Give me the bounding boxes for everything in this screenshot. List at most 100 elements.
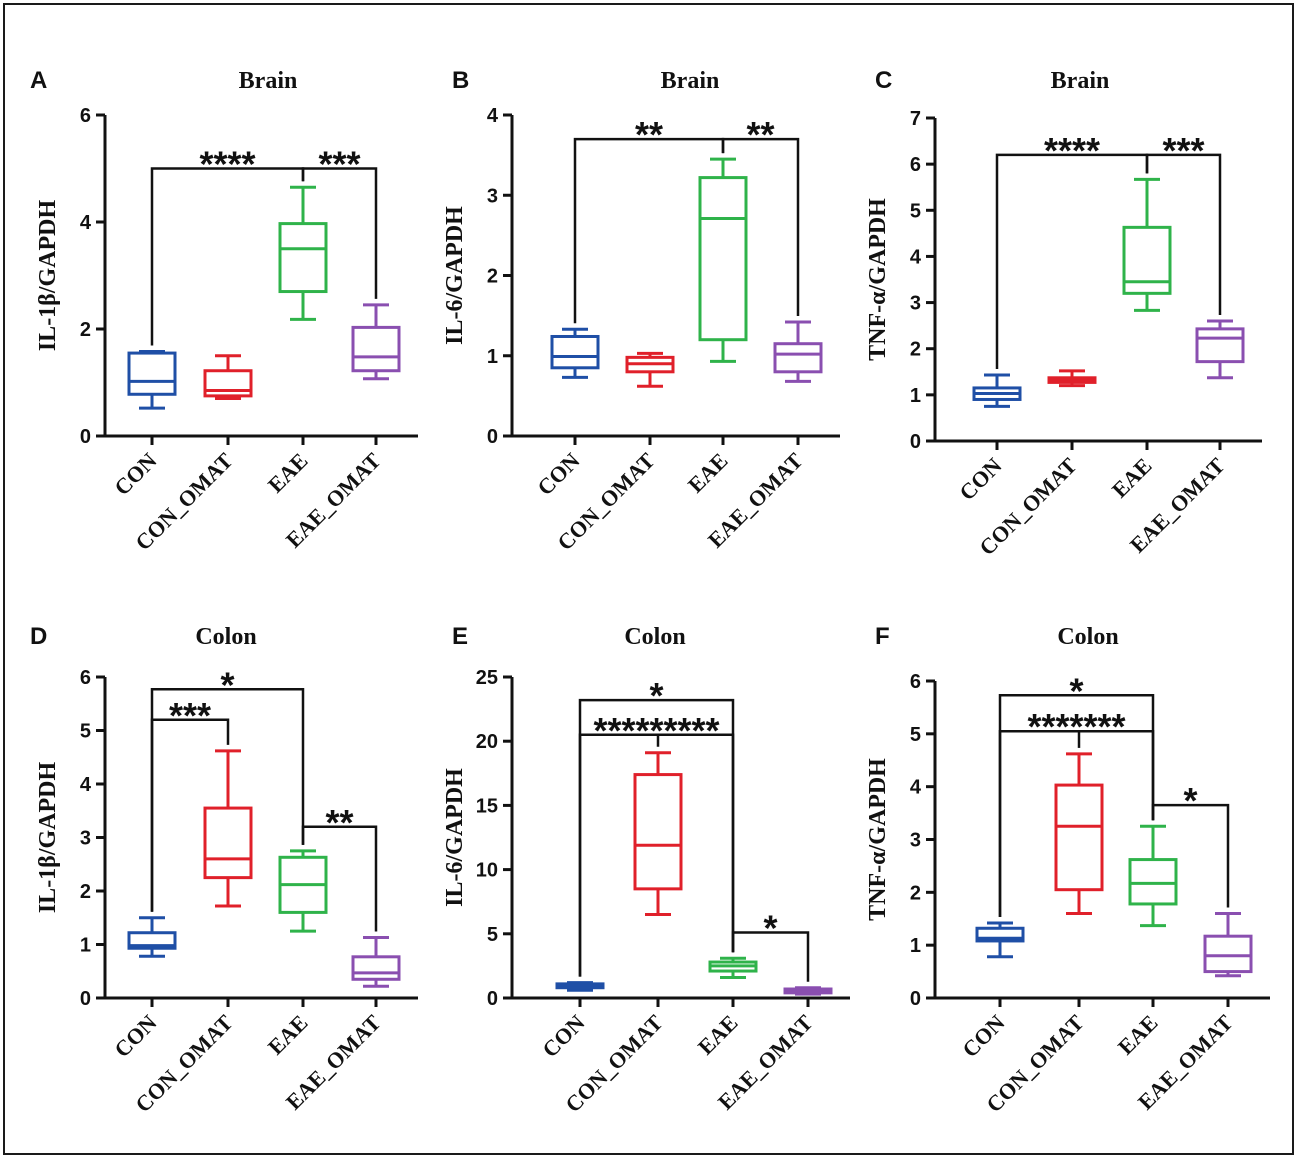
- box-CON: [972, 373, 1022, 408]
- bracket-line: [578, 733, 735, 977]
- y-tick-label: 3: [80, 828, 91, 850]
- bracket-line: [998, 729, 1155, 917]
- x-tick-label: EAE: [693, 1010, 743, 1060]
- y-tick-label: 0: [487, 988, 498, 1010]
- box-CON: [127, 916, 177, 958]
- box-iqr: [203, 369, 253, 398]
- y-tick-label: 2: [910, 339, 921, 361]
- figure-frame: [3, 3, 1294, 1155]
- y-tick-label: 4: [80, 212, 92, 234]
- chart-title: Colon: [195, 624, 256, 650]
- box-EAE_OMAT: [1203, 911, 1253, 978]
- box-CON_OMAT: [203, 354, 253, 401]
- x-tick-label: CON: [532, 448, 584, 500]
- y-tick-label: 4: [910, 777, 922, 799]
- box-CON_OMAT: [1054, 752, 1104, 915]
- y-tick-label: 1: [80, 935, 91, 957]
- y-tick-label: 20: [476, 731, 498, 753]
- significance-bracket: ***: [301, 144, 378, 299]
- chart-title: Colon: [1057, 624, 1118, 650]
- significance-stars: *: [763, 908, 777, 949]
- y-tick-label: 25: [476, 667, 498, 689]
- box-CON_OMAT: [1047, 369, 1097, 388]
- box-iqr: [127, 351, 177, 396]
- box-CON: [975, 921, 1025, 959]
- box-EAE_OMAT: [351, 303, 401, 381]
- box-EAE_OMAT: [773, 320, 823, 383]
- y-tick-label: 1: [487, 346, 498, 368]
- chart-title: Brain: [661, 68, 720, 94]
- box-iqr: [351, 955, 401, 981]
- bracket-line: [301, 825, 378, 932]
- y-tick-label: 4: [487, 105, 499, 127]
- y-tick-label: 0: [910, 431, 921, 453]
- box-CON_OMAT: [203, 749, 253, 908]
- y-tick-label: 5: [910, 724, 921, 746]
- y-tick-label: 2: [80, 319, 91, 341]
- box-iqr: [1054, 783, 1104, 892]
- box-EAE: [708, 956, 758, 979]
- box-iqr: [633, 773, 683, 891]
- box-iqr: [1128, 858, 1178, 906]
- x-tick-label: EAE: [1107, 453, 1157, 503]
- chart-title: Colon: [624, 624, 685, 650]
- significance-stars: ***: [1162, 130, 1204, 171]
- chart-title: Brain: [239, 68, 298, 94]
- bracket-line: [1145, 153, 1222, 316]
- x-tick-label: CON: [954, 453, 1006, 505]
- x-tick-label: CON: [537, 1010, 589, 1062]
- bracket-line: [301, 167, 378, 299]
- significance-bracket: **: [301, 802, 378, 932]
- significance-bracket: *: [1151, 780, 1230, 908]
- significance-stars: *******: [1027, 706, 1125, 747]
- significance-stars: ***: [169, 695, 211, 736]
- y-tick-label: 4: [80, 774, 92, 796]
- box-iqr: [773, 342, 823, 374]
- significance-bracket: **: [721, 114, 800, 317]
- y-tick-label: 4: [910, 246, 922, 268]
- y-tick-label: 5: [80, 721, 91, 743]
- y-tick-label: 5: [487, 924, 498, 946]
- bracket-line: [150, 718, 230, 912]
- bracket-line: [731, 931, 810, 982]
- box-iqr: [351, 325, 401, 373]
- y-tick-label: 0: [80, 426, 91, 448]
- x-tick-label: CON: [109, 1010, 161, 1062]
- significance-stars: *: [1183, 780, 1197, 821]
- y-tick-label: 6: [910, 154, 921, 176]
- box-iqr: [550, 334, 600, 370]
- y-tick-label: 6: [910, 671, 921, 693]
- y-axis-label: IL-6/GAPDH: [442, 768, 468, 907]
- significance-bracket: *: [731, 908, 810, 982]
- panel-letter: A: [30, 67, 47, 94]
- y-tick-label: 6: [80, 105, 91, 127]
- panel-letter: C: [875, 67, 892, 94]
- box-CON: [127, 349, 177, 410]
- significance-stars: *: [649, 675, 663, 716]
- box-iqr: [1203, 934, 1253, 974]
- significance-stars: **: [635, 114, 663, 155]
- box-EAE: [278, 185, 328, 321]
- x-tick-label: CON: [109, 448, 161, 500]
- significance-bracket: ***: [1145, 130, 1222, 316]
- significance-bracket: *********: [578, 710, 735, 977]
- panel-letter: D: [30, 623, 47, 650]
- y-tick-label: 10: [476, 860, 498, 882]
- box-iqr: [1122, 225, 1172, 295]
- y-tick-label: 0: [80, 988, 91, 1010]
- significance-stars: **: [746, 114, 774, 155]
- significance-stars: **: [325, 802, 353, 843]
- y-tick-label: 6: [80, 667, 91, 689]
- box-CON_OMAT: [633, 751, 683, 917]
- x-tick-label: CON: [957, 1010, 1009, 1062]
- box-CON: [550, 327, 600, 379]
- bracket-line: [1151, 803, 1230, 908]
- significance-stars: ****: [199, 144, 255, 185]
- bracket-line: [721, 137, 800, 317]
- box-EAE: [698, 157, 748, 363]
- significance-bracket: ***: [150, 695, 230, 912]
- y-axis-label: IL-1β/GAPDH: [35, 762, 61, 914]
